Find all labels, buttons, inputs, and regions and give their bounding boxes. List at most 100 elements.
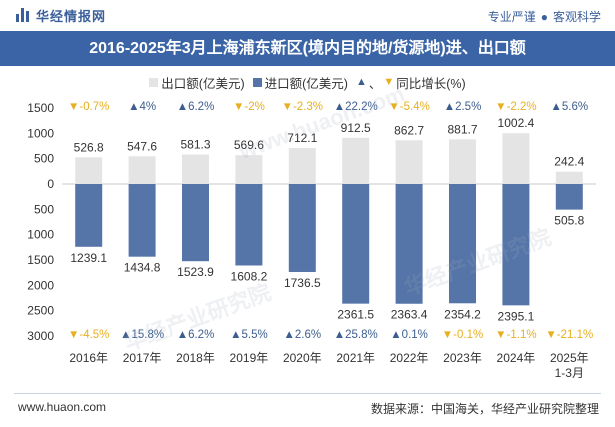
export-yoy-value: -2.3% (293, 101, 323, 113)
export-yoy-value: -2.2% (507, 101, 537, 113)
legend-separator: 、 (368, 76, 382, 91)
export-yoy-label: ▲22.2% (334, 101, 378, 113)
up-triangle-icon: ▲ (283, 329, 294, 341)
y-tick-label: 1500 (27, 101, 54, 115)
up-triangle-icon: ▲ (550, 101, 561, 113)
export-bar (182, 154, 209, 184)
legend-import-swatch (252, 77, 262, 87)
up-triangle-icon: ▲ (334, 329, 345, 341)
x-tick-label: 2016年 (69, 351, 108, 365)
import-bar (75, 184, 103, 247)
up-triangle-icon: ▲ (120, 329, 131, 341)
export-yoy-label: ▼-5.4% (388, 101, 429, 113)
export-yoy-label: ▲6.2% (177, 101, 215, 113)
import-yoy-value: -21.1% (557, 329, 593, 341)
import-yoy-label: ▼-0.1% (442, 329, 483, 341)
export-yoy-label: ▼-2.2% (495, 101, 536, 113)
export-bar (75, 157, 103, 184)
export-value-label: 862.7 (394, 123, 424, 137)
x-tick-label: 2024年 (497, 351, 536, 365)
export-yoy-label: ▼-0.7% (68, 101, 109, 113)
legend-export-swatch (149, 77, 159, 87)
import-yoy-label: ▲2.6% (283, 329, 321, 341)
import-yoy-label: ▲25.8% (334, 329, 378, 341)
y-tick-label: 500 (34, 152, 54, 166)
import-yoy-label: ▲6.2% (177, 329, 215, 341)
import-bar (288, 184, 316, 272)
up-triangle-icon: ▲ (128, 101, 139, 113)
footer-divider (14, 393, 601, 394)
footer-site[interactable]: www.huaon.com (18, 400, 107, 414)
import-yoy-value: -1.1% (507, 329, 537, 341)
tag-separator: ● (540, 10, 548, 24)
export-value-label: 912.5 (341, 121, 371, 135)
export-bar (449, 139, 476, 184)
y-tick-label: 0 (47, 177, 54, 191)
import-yoy-value: -0.1% (453, 329, 483, 341)
import-value-label: 2363.4 (391, 308, 428, 322)
import-bar (128, 184, 156, 257)
export-bar (288, 147, 316, 184)
x-tick-label: 2021年 (336, 351, 375, 365)
legend-yoy: ▲ 、 ▼ 同比增长(%) (356, 73, 466, 92)
export-yoy-value: -5.4% (400, 101, 430, 113)
down-triangle-icon: ▼ (495, 101, 506, 113)
legend-yoy-label: 同比增长(%) (396, 76, 466, 91)
x-tick-label: 2019年 (230, 351, 269, 365)
chart-area: 1500 1000 500 0 500 1000 1500 2000 2500 3000 526.8… (27, 101, 596, 380)
export-yoy-label: ▲2.5% (444, 101, 482, 113)
import-yoy-value: 0.1% (402, 329, 428, 341)
import-bar (502, 184, 530, 306)
brand-logo: 华经情报网 (16, 7, 107, 24)
export-bar (342, 137, 370, 184)
x-tick-label: 2018年 (176, 351, 215, 365)
export-bar (235, 155, 263, 184)
export-value-label: 1002.4 (498, 116, 535, 130)
down-triangle-icon: ▼ (442, 329, 453, 341)
y-tick-label: 2500 (27, 304, 54, 318)
export-value-label: 526.8 (74, 140, 104, 154)
export-value-label: 242.4 (554, 155, 584, 169)
import-yoy-value: 15.8% (131, 329, 164, 341)
up-triangle-icon: ▲ (334, 101, 345, 113)
import-value-label: 2354.2 (444, 307, 481, 321)
tag-professional: 专业严谨 (487, 10, 536, 24)
export-yoy-value: 5.6% (562, 101, 588, 113)
import-yoy-label: ▼-21.1% (545, 329, 593, 341)
x-tick-label: 2025年 (550, 351, 589, 365)
export-yoy-value: 4% (139, 101, 156, 113)
legend-export-label: 出口额(亿美元) (161, 76, 245, 91)
x-tick-label: 2020年 (283, 351, 322, 365)
export-yoy-label: ▲4% (128, 101, 156, 113)
export-value-label: 581.3 (180, 138, 210, 152)
y-tick-label: 1000 (27, 126, 54, 140)
down-triangle-icon: ▼ (68, 329, 79, 341)
title-bar: 2016-2025年3月上海浦东新区(境内目的地/货源地)进、出口额 (0, 31, 615, 66)
y-tick-label: 3000 (27, 329, 54, 343)
import-value-label: 2395.1 (498, 309, 535, 323)
up-triangle-icon: ▲ (230, 329, 241, 341)
up-triangle-icon: ▲ (177, 329, 188, 341)
export-bar (555, 171, 583, 184)
export-value-label: 712.1 (287, 131, 317, 145)
up-triangle-icon: ▲ (177, 101, 188, 113)
import-bar (235, 184, 263, 266)
legend-import-label: 进口额(亿美元) (264, 76, 348, 91)
down-triangle-icon: ▼ (68, 101, 79, 113)
legend-down-triangle-icon: ▼ (383, 76, 395, 88)
chart-legend: 出口额(亿美元) 进口额(亿美元) ▲ 、 ▼ 同比增长(%) (0, 73, 615, 91)
import-value-label: 1239.1 (70, 251, 107, 265)
bar-chart-icon (16, 8, 30, 22)
import-value-label: 505.8 (554, 214, 584, 228)
import-yoy-value: 5.5% (241, 329, 267, 341)
footer: www.huaon.com 数据来源：中国海关，华经产业研究院整理 (0, 393, 615, 427)
import-yoy-value: 6.2% (188, 329, 214, 341)
export-bar (395, 140, 423, 184)
up-triangle-icon: ▲ (444, 101, 455, 113)
import-bar (182, 184, 209, 262)
import-yoy-value: -4.5% (79, 329, 109, 341)
y-tick-label: 1000 (27, 228, 54, 242)
brand-tags: 专业严谨 ● 客观科学 (488, 8, 601, 25)
export-bar (128, 156, 156, 184)
brand-name: 华经情报网 (36, 8, 107, 24)
